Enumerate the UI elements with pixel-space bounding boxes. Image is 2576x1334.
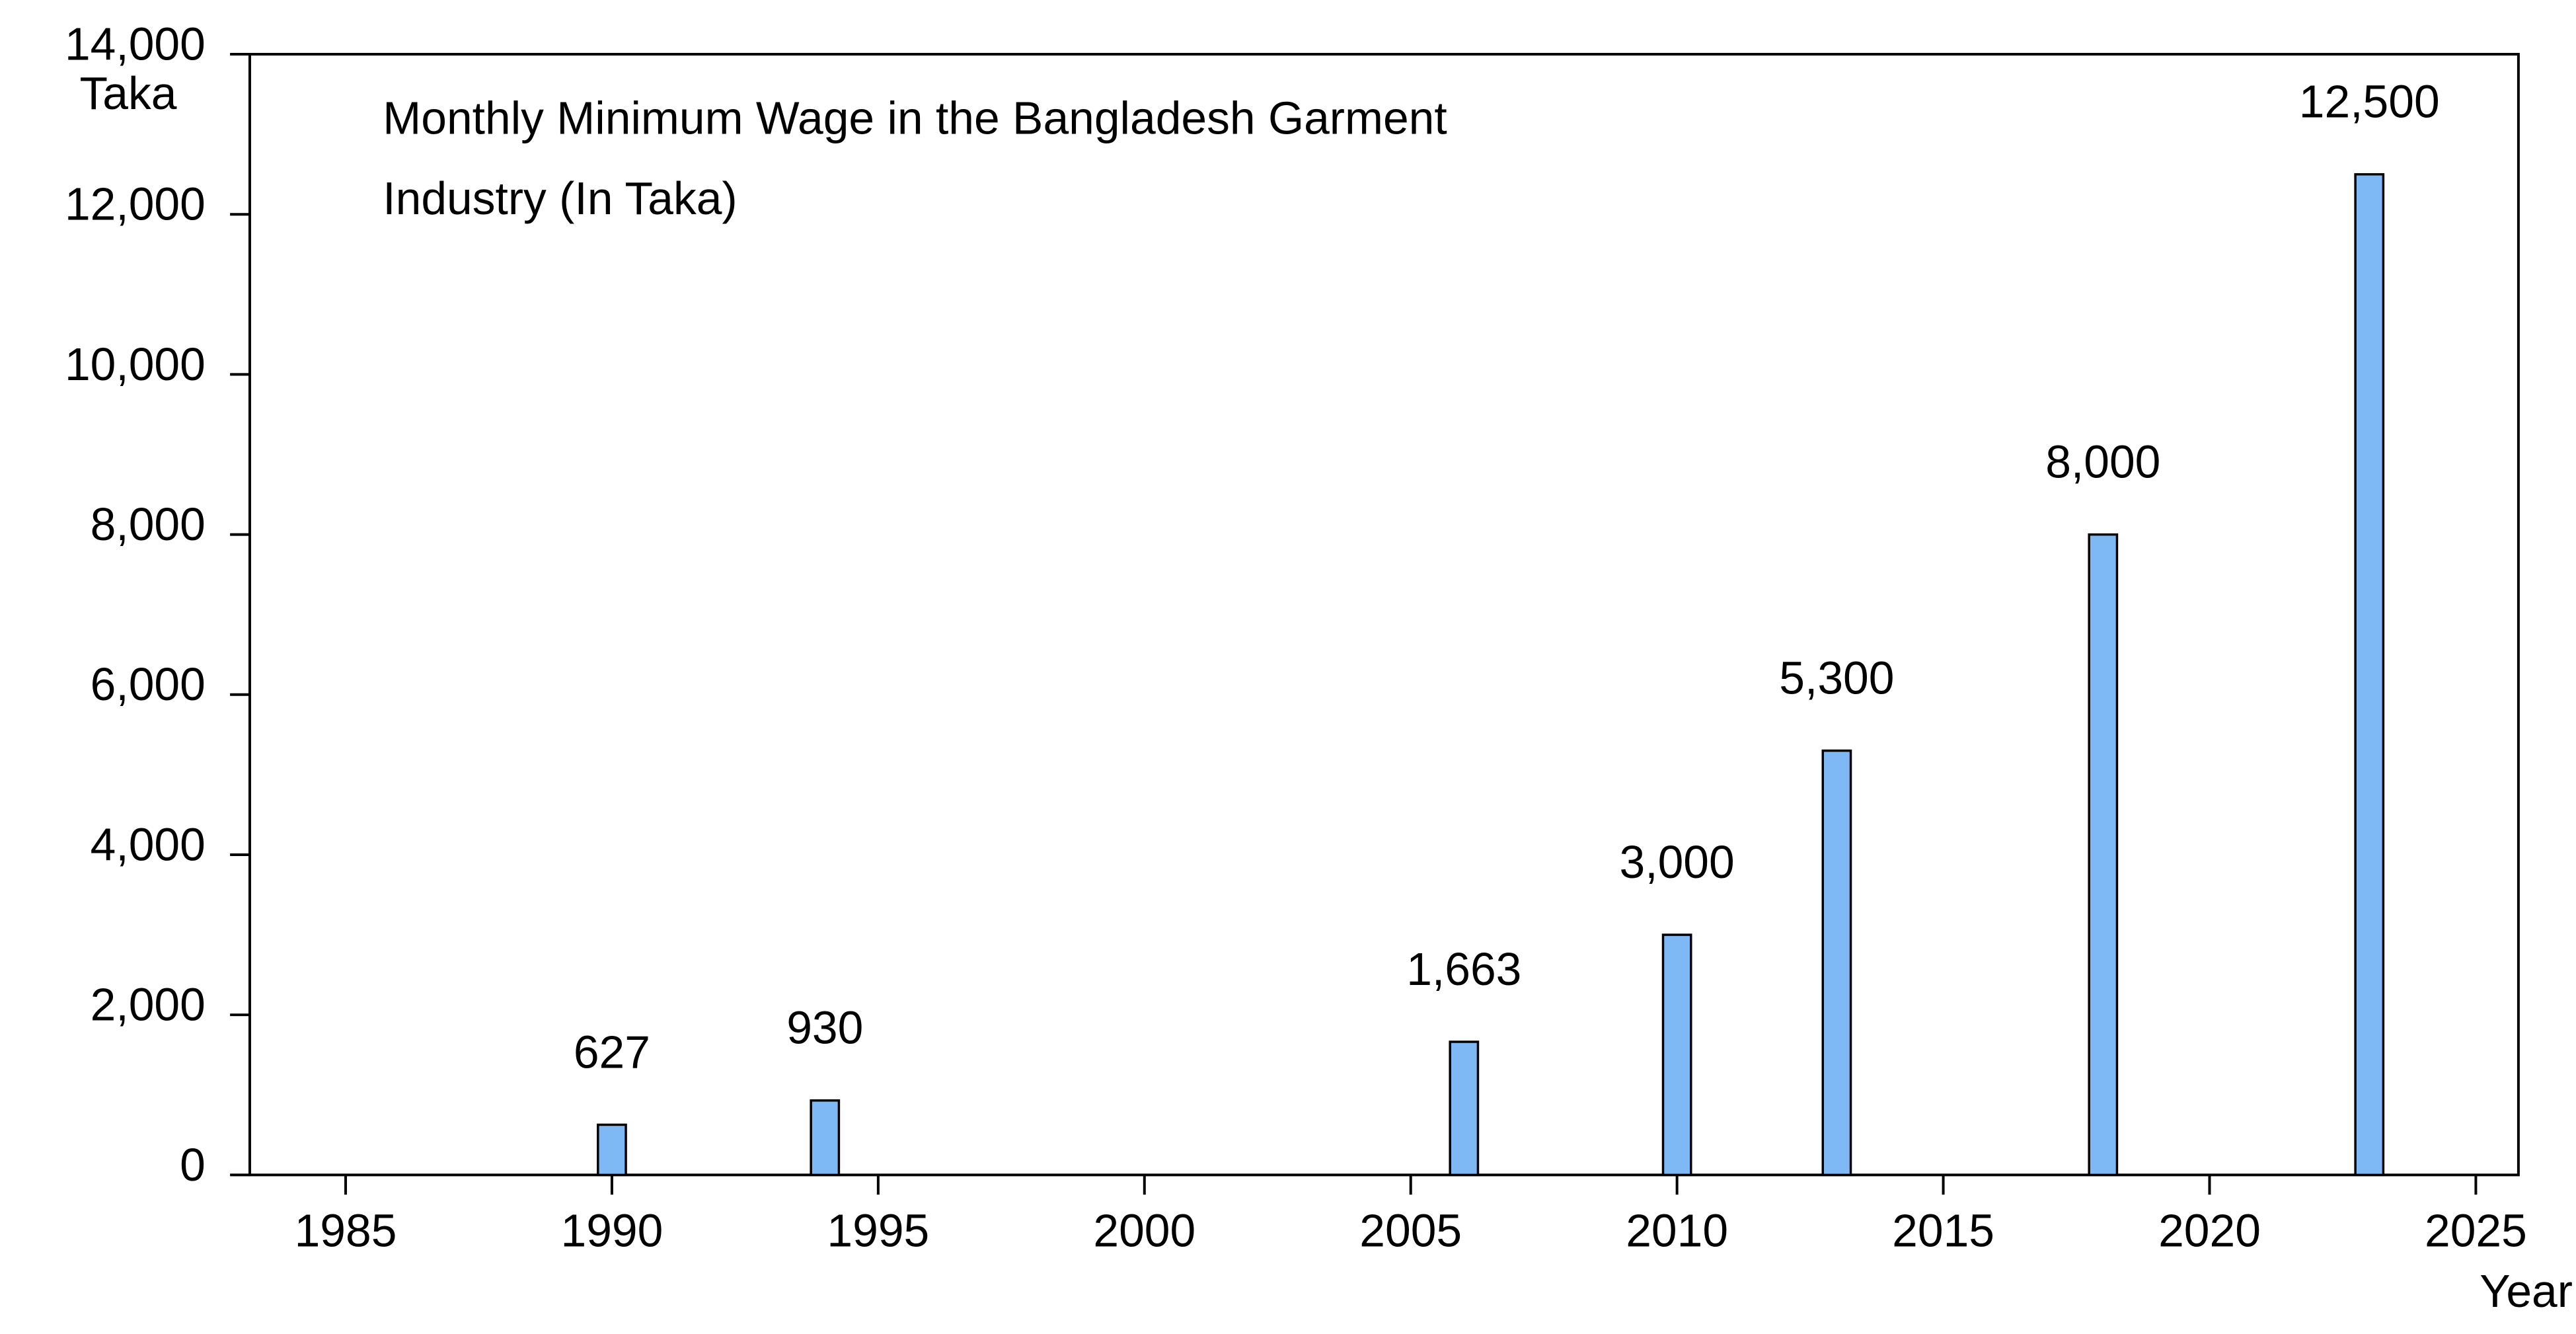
y-tick-label: 12,000 [65,178,206,230]
bar [2088,533,2119,1177]
y-tick-label: 10,000 [65,338,206,390]
value-label: 8,000 [2045,436,2160,488]
chart-title: Industry (In Taka) [383,173,737,224]
x-tick-label: 2010 [1626,1204,1728,1256]
x-tick-label: 2000 [1093,1204,1195,1256]
bar [2354,173,2385,1177]
x-tick-label: 2020 [2158,1204,2261,1256]
bar [1449,1040,1480,1177]
x-tick-label: 2005 [1359,1204,1462,1256]
value-label: 3,000 [1620,836,1735,888]
x-tick-label: 2015 [1892,1204,1994,1256]
plot-frame [248,53,2520,1177]
value-label: 5,300 [1779,652,1894,704]
y-tick-label: 2,000 [91,979,206,1031]
x-tick-label: 1990 [561,1204,663,1256]
value-label: 12,500 [2299,76,2440,128]
bar [810,1099,841,1177]
x-tick-label: 2025 [2425,1204,2527,1256]
y-tick-label: 8,000 [91,498,206,550]
y-tick-label: 14,000 [65,18,206,69]
chart-title: Monthly Minimum Wage in the Bangladesh G… [383,92,1447,143]
value-label: 627 [574,1026,650,1078]
y-axis-label: Taka [79,67,176,119]
bar [1661,933,1692,1177]
value-label: 1,663 [1406,943,1521,995]
x-axis-label: Year [2480,1265,2573,1317]
value-label: 930 [786,1002,863,1054]
x-tick-label: 1985 [295,1204,397,1256]
x-tick-label: 1995 [827,1204,929,1256]
bar [597,1123,627,1177]
y-tick-label: 0 [180,1139,206,1191]
y-tick-label: 4,000 [91,818,206,870]
y-tick-label: 6,000 [91,658,206,710]
bar [1821,749,1852,1177]
